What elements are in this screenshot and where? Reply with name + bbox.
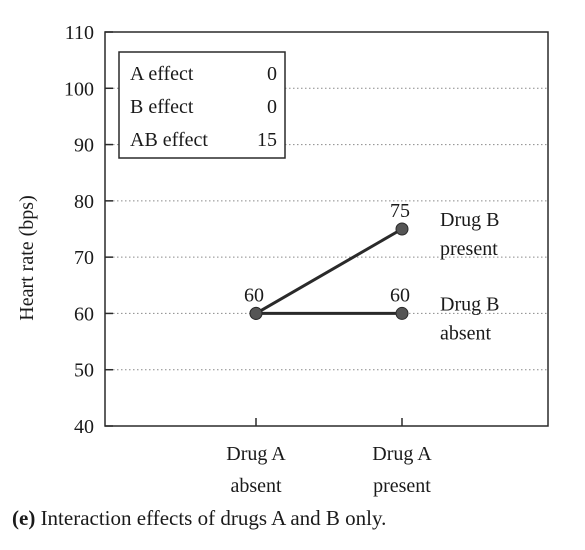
series-label-0: Drug B present bbox=[440, 209, 499, 260]
series-label-line: absent bbox=[440, 322, 492, 344]
y-tick-label-50: 50 bbox=[74, 360, 94, 382]
effect-label-2: AB effect bbox=[130, 129, 208, 151]
series-label-1: Drug B absent bbox=[440, 293, 499, 344]
data-label-1-1: 60 bbox=[390, 284, 410, 306]
effect-value-1: 0 bbox=[267, 96, 277, 118]
y-tick-label-80: 80 bbox=[74, 191, 94, 213]
effect-label-0: A effect bbox=[130, 63, 194, 85]
x-tick-label-line: Drug A bbox=[372, 443, 432, 465]
series-label-line: Drug B bbox=[440, 209, 499, 231]
series-label-line: Drug B bbox=[440, 293, 499, 315]
effect-value-2: 15 bbox=[257, 129, 277, 151]
x-tick-label-1: Drug A present bbox=[372, 443, 432, 497]
x-tick-label-0: Drug A absent bbox=[226, 443, 286, 497]
series-label-line: present bbox=[440, 238, 498, 260]
data-label-0-0: 60 bbox=[244, 284, 264, 306]
y-tick-label-110: 110 bbox=[65, 22, 94, 44]
data-label-0-1: 75 bbox=[390, 200, 410, 222]
x-axis-ticks: Drug A absent Drug A present bbox=[226, 418, 432, 497]
x-tick-label-line: present bbox=[373, 475, 431, 497]
y-tick-label-60: 60 bbox=[74, 303, 94, 325]
caption-text: Interaction effects of drugs A and B onl… bbox=[35, 506, 387, 530]
data-point-1-1 bbox=[395, 306, 409, 320]
y-tick-label-70: 70 bbox=[74, 247, 94, 269]
caption-prefix: (e) bbox=[12, 506, 36, 530]
y-axis-label: Heart rate (bps) bbox=[16, 195, 38, 321]
y-tick-label-100: 100 bbox=[64, 78, 94, 100]
series-group: 60 75 Drug B present 60 Drug B absent bbox=[244, 200, 499, 344]
plot-frame bbox=[104, 31, 549, 427]
effects-box-frame bbox=[118, 51, 286, 159]
y-tick-label-90: 90 bbox=[74, 135, 94, 157]
data-point-1-0 bbox=[249, 306, 263, 320]
y-axis-ticks: 40 50 60 70 80 90 100 110 bbox=[64, 22, 113, 438]
axes bbox=[104, 31, 549, 427]
effects-box: A effect 0 B effect 0 AB effect 15 bbox=[118, 51, 286, 159]
data-point-0-1 bbox=[395, 222, 409, 236]
x-tick-label-line: absent bbox=[230, 475, 282, 497]
effect-value-0: 0 bbox=[267, 63, 277, 85]
chart: 40 50 60 70 80 90 100 110 Drug A absent Drug A pre… bbox=[16, 22, 549, 497]
x-tick-label-line: Drug A bbox=[226, 443, 286, 465]
figure-caption: (e) Interaction effects of drugs A and B… bbox=[12, 506, 386, 531]
series-line-0 bbox=[255, 227, 403, 315]
y-tick-label-40: 40 bbox=[74, 416, 94, 438]
effect-label-1: B effect bbox=[130, 96, 194, 118]
